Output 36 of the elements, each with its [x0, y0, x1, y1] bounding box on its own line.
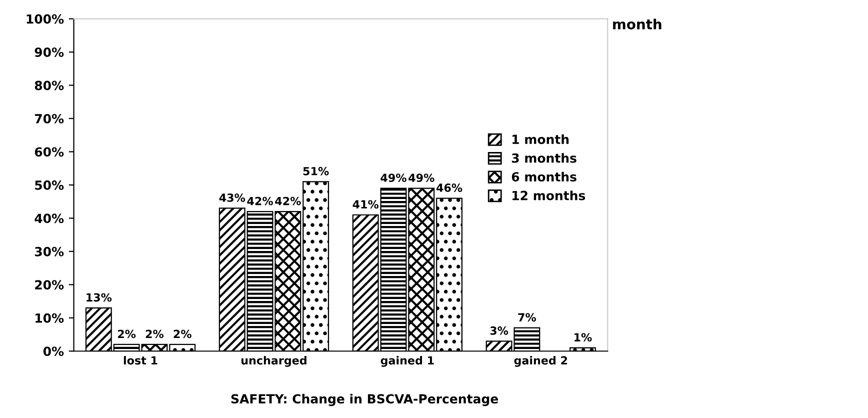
data-label: 3%	[490, 326, 508, 335]
data-label: 42%	[247, 196, 273, 206]
data-label: 2%	[174, 330, 192, 338]
data-label: 7%	[518, 313, 536, 322]
y-tick-label: 30%	[34, 246, 64, 256]
data-label: 2%	[146, 330, 164, 338]
data-label: 13%	[86, 293, 112, 302]
y-tick-label: 60%	[34, 147, 64, 157]
data-label: 51%	[303, 166, 329, 176]
text: SAFETY: Change in BSCVA-Percentage	[231, 394, 498, 406]
legend-label: 6 months	[512, 172, 576, 182]
legend-label: 3 months	[512, 153, 576, 163]
data-label: 42%	[275, 196, 301, 206]
y-tick-label: 90%	[34, 48, 64, 57]
legend-label: 12 months	[512, 190, 586, 200]
data-label: 46%	[436, 184, 462, 192]
legend-label: 1 month	[512, 134, 569, 144]
y-tick-label: 70%	[34, 114, 64, 124]
data-label: 1%	[574, 333, 592, 342]
x-tick-label: lost 1	[124, 356, 158, 365]
data-label: 49%	[380, 174, 406, 182]
y-tick-label: 20%	[35, 280, 64, 290]
data-label: 43%	[219, 194, 246, 202]
y-tick-label: 10%	[36, 313, 64, 323]
y-tick-label: 50%	[35, 180, 64, 190]
data-label: 49%	[408, 174, 434, 182]
x-tick-label: gained 2	[514, 356, 568, 367]
y-tick-label: 40%	[34, 214, 64, 224]
data-label: 2%	[118, 330, 136, 338]
x-tick-label: gained 1	[380, 356, 434, 367]
data-label: 41%	[352, 200, 379, 209]
y-tick-label: 80%	[34, 80, 64, 90]
y-tick-label: 0%	[43, 346, 64, 356]
text: month	[613, 18, 662, 30]
y-tick-label: 100%	[26, 14, 64, 24]
x-tick-label: uncharged	[241, 356, 306, 367]
